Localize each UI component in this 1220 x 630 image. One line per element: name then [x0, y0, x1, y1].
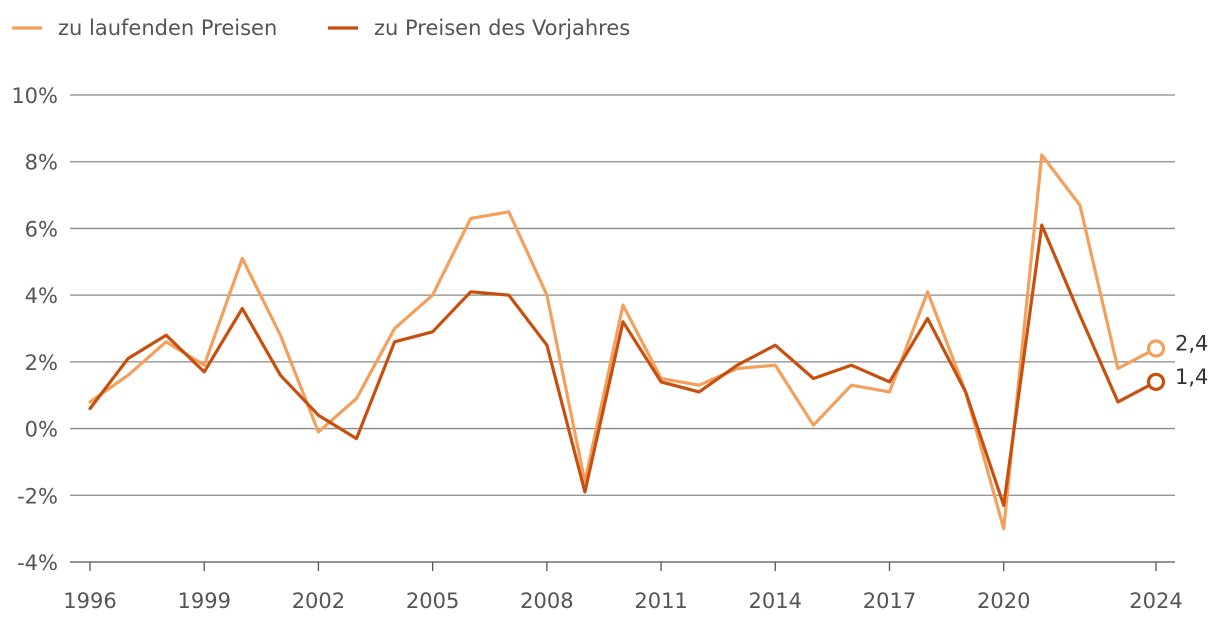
series-line-1	[88, 153, 1158, 531]
y-tick-label: 0%	[25, 418, 58, 442]
x-tick-label: 2005	[406, 589, 459, 613]
x-tick-label: 2024	[1129, 589, 1182, 613]
y-tick-label: -4%	[17, 551, 58, 575]
grid-lines	[70, 94, 1175, 496]
x-axis: 1996 1999 2002 2005 2008 2011 2014 2017 2020 2024	[63, 561, 1183, 613]
end-value-label-1: 2,4	[1175, 332, 1208, 356]
y-tick-label: -2%	[17, 484, 58, 508]
x-tick-label: 2008	[520, 589, 573, 613]
legend: zu laufenden Preisen zu Preisen des Vorja…	[12, 16, 630, 40]
y-tick-label: 8%	[25, 151, 58, 175]
y-tick-label: 10%	[11, 84, 58, 108]
x-tick-label: 2011	[634, 589, 687, 613]
y-axis: -4% -2% 0% 2% 4% 6% 8% 10%	[11, 84, 58, 575]
x-tick-label: 2020	[977, 589, 1030, 613]
x-tick-label: 1996	[63, 589, 116, 613]
x-tick-label: 2017	[863, 589, 916, 613]
x-tick-label: 2002	[292, 589, 345, 613]
y-tick-label: 2%	[25, 351, 58, 375]
series-line-2	[88, 223, 1158, 507]
x-tick-label: 1999	[177, 589, 230, 613]
legend-label-2: zu Preisen des Vorjahres	[374, 16, 630, 40]
y-tick-label: 6%	[25, 217, 58, 241]
end-marker-1	[1146, 339, 1166, 358]
y-tick-label: 4%	[25, 284, 58, 308]
x-tick-label: 2014	[749, 589, 802, 613]
end-value-label-2: 1,4	[1175, 365, 1208, 389]
end-marker-2	[1146, 372, 1166, 391]
legend-label-1: zu laufenden Preisen	[58, 16, 277, 40]
end-markers: 2,41,4	[1146, 332, 1208, 391]
series-layer	[88, 153, 1158, 531]
